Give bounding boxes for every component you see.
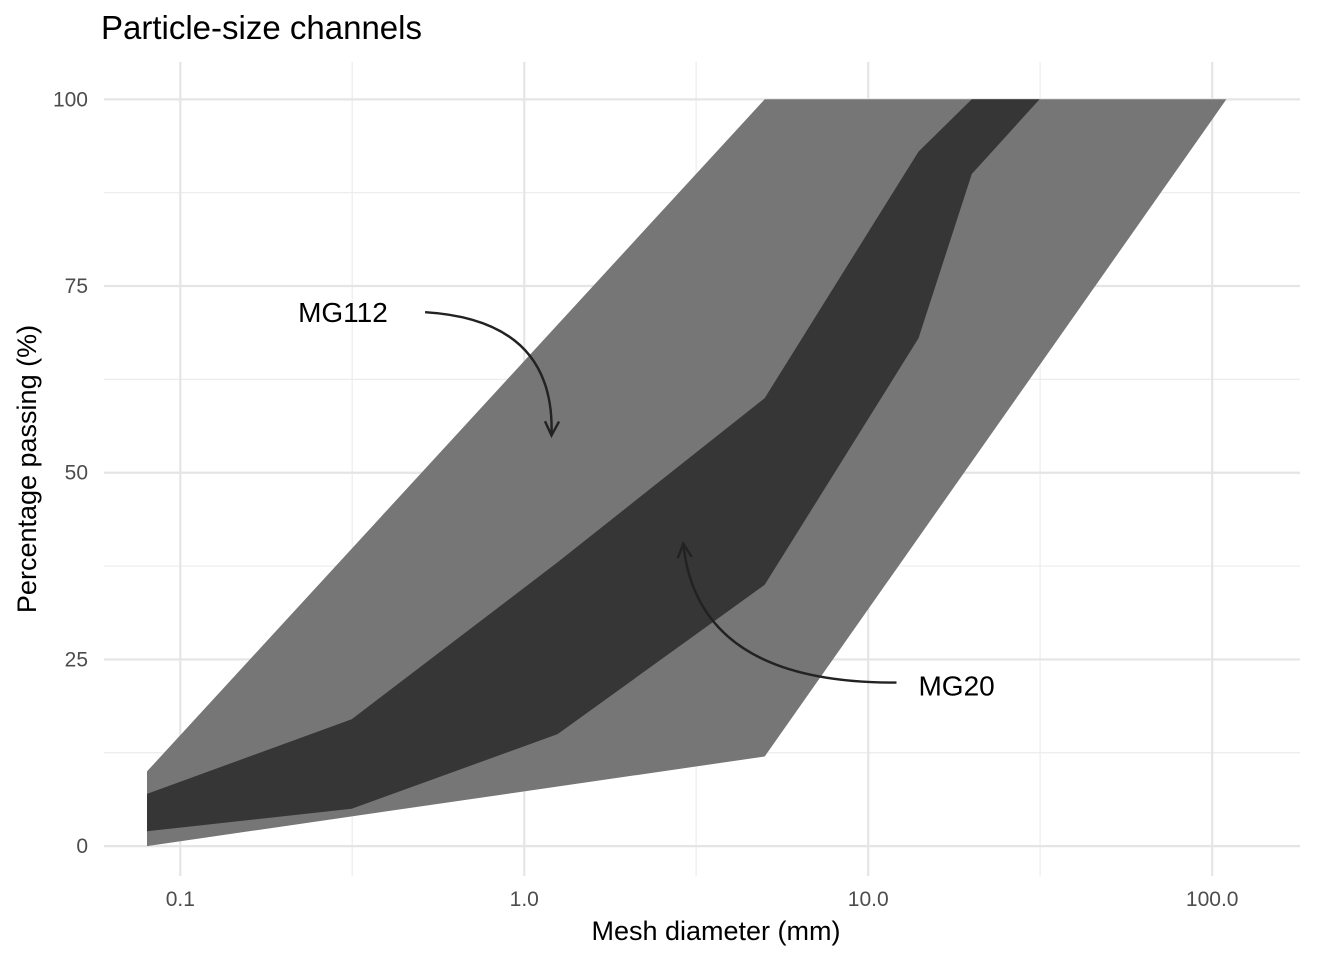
annotation-arrow-mg20 (682, 543, 897, 684)
x-tick-label: 1.0 (510, 888, 539, 911)
x-tick-label: 100.0 (1186, 888, 1239, 911)
annotation-label-mg20: MG20 (918, 671, 994, 702)
x-tick-label: 0.1 (166, 888, 195, 911)
annotation-arrow-mg112 (425, 310, 553, 436)
annotation-arrowhead-mg20 (676, 541, 693, 559)
x-axis-title: Mesh diameter (mm) (591, 916, 840, 946)
y-tick-label: 75 (65, 275, 88, 298)
channel-areas (147, 99, 1227, 847)
y-tick-label: 100 (53, 88, 88, 111)
x-axis-ticks: 0.1 1.0 10.0 100.0 (166, 888, 1239, 911)
y-tick-label: 25 (65, 648, 88, 671)
annotation-label-mg112: MG112 (298, 297, 388, 328)
chart-title: Particle-size channels (101, 9, 422, 46)
y-axis-title: Percentage passing (%) (12, 325, 42, 613)
y-tick-label: 0 (76, 835, 88, 858)
y-tick-label: 50 (65, 462, 88, 485)
x-tick-label: 10.0 (848, 888, 889, 911)
annotation-arrowhead-mg112 (543, 420, 561, 439)
annotations: MG112 MG20 (298, 297, 995, 701)
channel-area-mg20 (147, 99, 1040, 832)
y-axis-ticks: 0 25 50 75 100 (53, 88, 88, 858)
